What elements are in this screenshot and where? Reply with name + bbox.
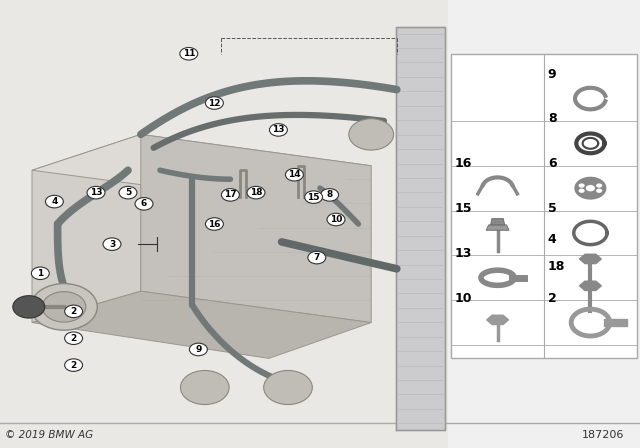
Circle shape	[596, 183, 602, 188]
Text: 7: 7	[314, 253, 320, 262]
Polygon shape	[575, 177, 605, 199]
Circle shape	[321, 189, 339, 201]
Circle shape	[269, 124, 287, 136]
Circle shape	[45, 195, 63, 208]
Polygon shape	[580, 254, 602, 263]
Text: 11: 11	[182, 49, 195, 58]
Circle shape	[42, 292, 86, 322]
Text: 13: 13	[455, 247, 472, 260]
Text: 15: 15	[307, 193, 320, 202]
Text: 5: 5	[125, 188, 131, 197]
Polygon shape	[580, 281, 602, 290]
Circle shape	[308, 251, 326, 264]
Polygon shape	[486, 315, 509, 324]
Circle shape	[180, 47, 198, 60]
Text: 4: 4	[548, 233, 557, 246]
Circle shape	[103, 238, 121, 250]
Text: 8: 8	[548, 112, 556, 125]
Text: 10: 10	[455, 292, 472, 305]
Circle shape	[247, 186, 265, 199]
Text: 6: 6	[548, 157, 556, 170]
Circle shape	[31, 267, 49, 280]
Text: 16: 16	[208, 220, 221, 228]
Circle shape	[135, 198, 153, 210]
Circle shape	[305, 191, 323, 203]
Circle shape	[65, 332, 83, 345]
Text: 10: 10	[330, 215, 342, 224]
Circle shape	[349, 119, 394, 150]
Circle shape	[189, 343, 207, 356]
Circle shape	[221, 189, 239, 201]
Text: 14: 14	[288, 170, 301, 179]
Text: 2: 2	[70, 361, 77, 370]
Circle shape	[65, 305, 83, 318]
Circle shape	[327, 213, 345, 226]
Text: 2: 2	[548, 292, 557, 305]
Circle shape	[205, 97, 223, 109]
Text: 2: 2	[70, 307, 77, 316]
Circle shape	[264, 370, 312, 405]
FancyBboxPatch shape	[451, 54, 637, 358]
Circle shape	[119, 186, 137, 199]
Polygon shape	[486, 225, 509, 230]
Text: 3: 3	[109, 240, 115, 249]
Text: © 2019 BMW AG: © 2019 BMW AG	[5, 431, 93, 440]
Text: 18: 18	[548, 260, 565, 273]
Text: 4: 4	[51, 197, 58, 206]
Circle shape	[586, 185, 595, 191]
Polygon shape	[490, 219, 504, 225]
Text: 9: 9	[548, 68, 556, 81]
Circle shape	[180, 370, 229, 405]
Text: 13: 13	[272, 125, 285, 134]
Circle shape	[87, 186, 105, 199]
Text: 9: 9	[195, 345, 202, 354]
Text: 2: 2	[70, 334, 77, 343]
Polygon shape	[32, 291, 371, 358]
Text: 12: 12	[208, 99, 221, 108]
Circle shape	[205, 218, 223, 230]
Circle shape	[65, 359, 83, 371]
Polygon shape	[32, 134, 371, 202]
Text: 18: 18	[250, 188, 262, 197]
Text: 8: 8	[326, 190, 333, 199]
Circle shape	[596, 189, 602, 193]
FancyBboxPatch shape	[396, 27, 445, 430]
Text: 15: 15	[455, 202, 472, 215]
Text: 6: 6	[141, 199, 147, 208]
Text: 13: 13	[90, 188, 102, 197]
Text: 5: 5	[548, 202, 557, 215]
Polygon shape	[32, 134, 141, 323]
Circle shape	[13, 296, 45, 318]
Text: 17: 17	[224, 190, 237, 199]
Circle shape	[579, 183, 585, 188]
Circle shape	[579, 189, 585, 193]
Text: 16: 16	[455, 157, 472, 170]
Circle shape	[31, 284, 97, 330]
Text: 187206: 187206	[582, 431, 624, 440]
Text: 1: 1	[37, 269, 44, 278]
Polygon shape	[141, 134, 371, 323]
Circle shape	[285, 168, 303, 181]
FancyBboxPatch shape	[0, 0, 448, 448]
